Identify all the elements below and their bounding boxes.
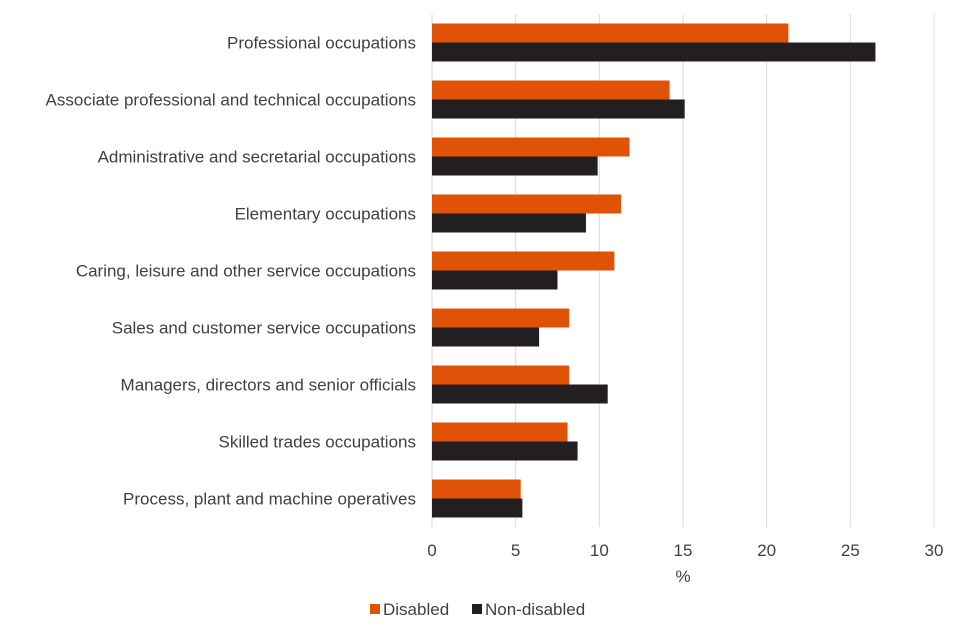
x-tick-label: 10: [590, 541, 609, 560]
legend-label: Non-disabled: [485, 600, 585, 619]
bar-disabled-1: [432, 80, 670, 100]
bar-non-disabled-4: [432, 270, 558, 290]
bar-disabled-6: [432, 365, 570, 385]
x-tick-label: 20: [757, 541, 776, 560]
bar-disabled-3: [432, 194, 622, 214]
bar-disabled-5: [432, 308, 570, 328]
bar-non-disabled-5: [432, 327, 540, 347]
x-tick-label: 5: [511, 541, 520, 560]
category-labels: Professional occupations Associate profes…: [46, 34, 416, 509]
category-label: Elementary occupations: [235, 205, 416, 224]
x-tick-label: 0: [427, 541, 436, 560]
bar-non-disabled-1: [432, 99, 685, 119]
category-label: Process, plant and machine operatives: [123, 490, 416, 509]
legend-swatch-non-disabled: [472, 604, 482, 614]
category-label: Caring, leisure and other service occupa…: [76, 262, 416, 281]
category-label: Administrative and secretarial occupatio…: [98, 148, 416, 167]
bar-non-disabled-2: [432, 156, 598, 176]
bar-disabled-7: [432, 422, 568, 442]
x-axis-ticks: 0 5 10 15 20 25 30: [427, 541, 943, 560]
category-label: Managers, directors and senior officials: [121, 376, 416, 395]
bar-non-disabled-7: [432, 441, 578, 461]
bar-disabled-8: [432, 479, 521, 499]
bar-non-disabled-0: [432, 42, 876, 62]
bar-disabled-2: [432, 137, 630, 157]
bar-disabled-4: [432, 251, 615, 271]
bar-non-disabled-8: [432, 498, 523, 518]
x-tick-label: 30: [925, 541, 944, 560]
legend-swatch-disabled: [370, 604, 380, 614]
x-axis-title: %: [675, 567, 690, 586]
bars: [432, 23, 876, 518]
category-label: Professional occupations: [227, 34, 416, 53]
x-tick-label: 25: [841, 541, 860, 560]
x-tick-label: 15: [674, 541, 693, 560]
legend: Disabled Non-disabled: [370, 600, 585, 619]
category-label: Skilled trades occupations: [218, 433, 416, 452]
legend-label: Disabled: [383, 600, 449, 619]
category-label: Sales and customer service occupations: [112, 319, 416, 338]
bar-disabled-0: [432, 23, 789, 43]
bar-non-disabled-3: [432, 213, 586, 233]
category-label: Associate professional and technical occ…: [46, 91, 416, 110]
bar-non-disabled-6: [432, 384, 608, 404]
